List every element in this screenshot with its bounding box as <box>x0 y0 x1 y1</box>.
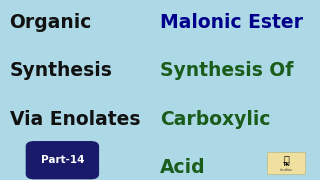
FancyBboxPatch shape <box>268 152 305 174</box>
Text: Synthesis Of: Synthesis Of <box>160 61 293 80</box>
FancyBboxPatch shape <box>27 142 99 179</box>
Text: Carboxylic: Carboxylic <box>160 110 270 129</box>
Text: TK: TK <box>283 163 290 167</box>
Text: 📚: 📚 <box>284 154 289 164</box>
Text: Organic: Organic <box>10 13 92 32</box>
Text: Synthesis: Synthesis <box>10 61 112 80</box>
Text: studios: studios <box>280 168 293 172</box>
Text: Via Enolates: Via Enolates <box>10 110 140 129</box>
Text: Acid: Acid <box>160 158 206 177</box>
Text: Malonic Ester: Malonic Ester <box>160 13 303 32</box>
Text: Part-14: Part-14 <box>41 155 84 165</box>
